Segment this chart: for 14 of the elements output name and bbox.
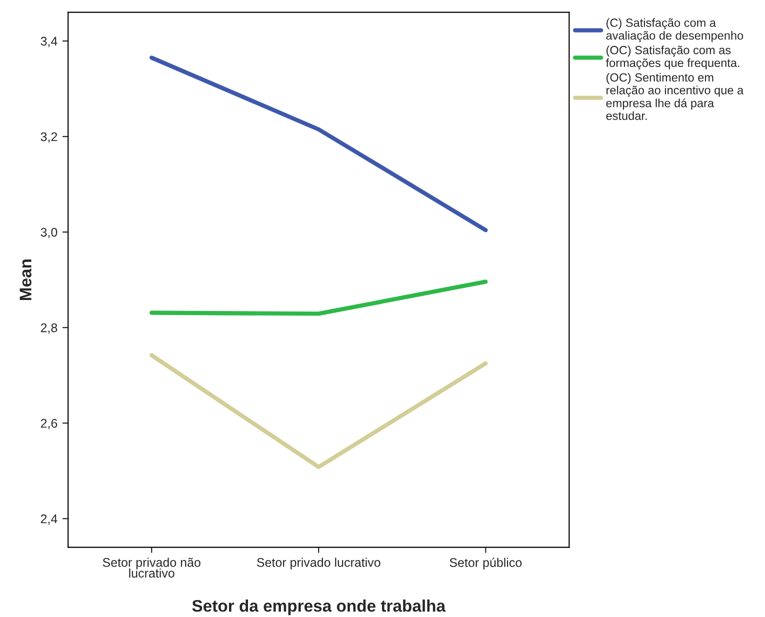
legend-label: (C) Satisfação com a avaliação de desempenho xyxy=(606,18,744,42)
y-tick-label: 3,2 xyxy=(40,132,58,143)
x-axis-title: Setor da empresa onde trabalha xyxy=(192,600,446,616)
x-tick-label: Setor privado não lucrativo xyxy=(102,558,200,578)
x-tick-label: Setor privado lucrativo xyxy=(257,558,380,570)
y-tick-label: 2,8 xyxy=(40,323,58,334)
x-tick-label: Setor público xyxy=(450,558,522,570)
y-tick-label: 3,4 xyxy=(40,36,58,48)
y-tick-label: 2,4 xyxy=(40,514,58,525)
legend-label: (OC) Sentimento em relação ao incentivo que a empresa lhe dá para estudar. xyxy=(606,72,744,120)
legend-label: (OC) Satisfação com as formações que frequenta. xyxy=(606,46,740,70)
y-tick-label: 2,6 xyxy=(40,418,58,430)
y-tick-label: 3,0 xyxy=(40,228,58,238)
y-axis-title: Mean xyxy=(20,260,32,300)
